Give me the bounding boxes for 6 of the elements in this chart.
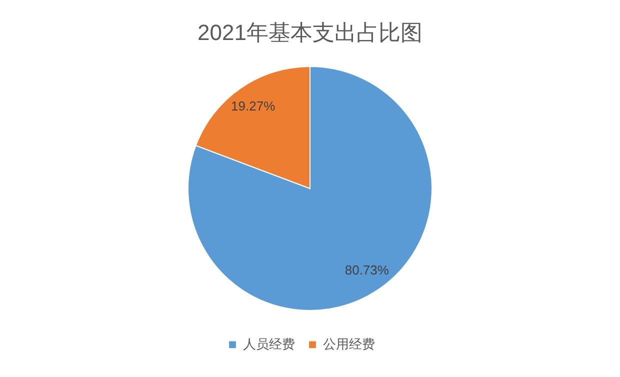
legend-label: 人员经费 — [243, 336, 295, 352]
legend-label: 公用经费 — [323, 336, 375, 352]
chart-title: 2021年基本支出占比图 — [198, 20, 422, 45]
pie-slice — [188, 66, 432, 311]
data-label: 19.27% — [231, 98, 276, 114]
data-label: 80.73% — [344, 262, 390, 278]
